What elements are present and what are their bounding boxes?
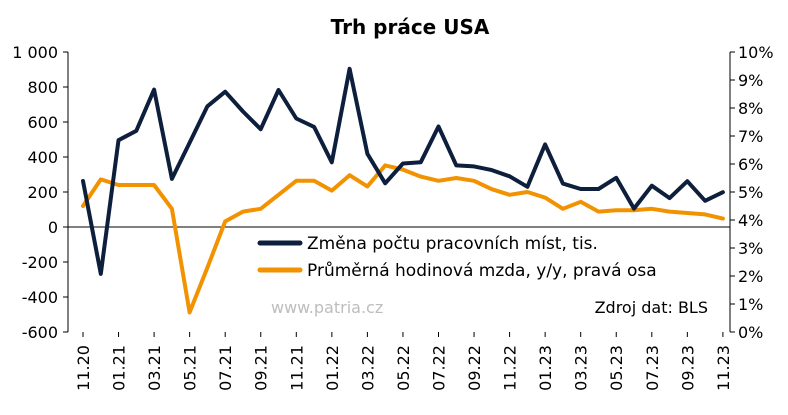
right-y-tick-label: 3% <box>738 239 763 258</box>
x-tick-label: 03.22 <box>358 345 377 391</box>
x-tick-label: 01.21 <box>110 345 129 391</box>
watermark: www.patria.cz <box>271 298 383 317</box>
x-axis-ticks: 11.20 01.21 03.21 05.21 07.21 09.21 11.21 01.22… <box>74 332 733 391</box>
right-y-tick-label: 7% <box>738 127 763 146</box>
right-y-tick-label: 2% <box>738 267 763 286</box>
left-y-tick-label: 1 000 <box>12 43 58 62</box>
x-tick-label: 07.23 <box>643 345 662 391</box>
left-y-ticks: -600 -400 -200 0 200 400 600 800 1 000 <box>12 43 68 342</box>
x-tick-label: 11.23 <box>714 345 733 391</box>
legend: Změna počtu pracovních míst, tis. Průměr… <box>257 234 657 281</box>
left-y-tick-label: 200 <box>27 183 58 202</box>
x-tick-label: 11.21 <box>287 345 306 391</box>
axes <box>67 52 731 332</box>
x-tick-label: 03.21 <box>145 345 164 391</box>
chart-title: Trh práce USA <box>331 15 490 39</box>
x-tick-label: 09.23 <box>678 345 697 391</box>
left-y-tick-label: 0 <box>48 218 58 237</box>
x-tick-label: 05.22 <box>394 345 413 391</box>
left-y-tick-label: 400 <box>27 148 58 167</box>
x-tick-label: 07.21 <box>216 345 235 391</box>
right-y-tick-label: 10% <box>738 43 774 62</box>
x-tick-label: 09.22 <box>465 345 484 391</box>
x-tick-label: 05.23 <box>607 345 626 391</box>
x-tick-label: 01.22 <box>323 345 342 391</box>
x-tick-label: 07.22 <box>429 345 448 391</box>
right-y-ticks: 0% 1% 2% 3% 4% 5% 6% 7% 8% 9% 10% <box>730 43 774 342</box>
left-y-tick-label: -400 <box>22 288 58 307</box>
left-y-tick-label: 600 <box>27 113 58 132</box>
source-note: Zdroj dat: BLS <box>595 298 708 317</box>
x-tick-label: 01.23 <box>536 345 555 391</box>
right-y-tick-label: 5% <box>738 183 763 202</box>
legend-label-jobs: Změna počtu pracovních míst, tis. <box>307 234 598 254</box>
legend-label-wages: Průměrná hodinová mzda, y/y, pravá osa <box>307 261 657 281</box>
left-y-tick-label: -600 <box>22 323 58 342</box>
series-layer <box>81 66 725 315</box>
right-y-tick-label: 9% <box>738 71 763 90</box>
left-y-tick-label: -200 <box>22 253 58 272</box>
x-tick-label: 11.22 <box>501 345 520 391</box>
x-tick-label: 09.21 <box>252 345 271 391</box>
right-y-tick-label: 8% <box>738 99 763 118</box>
right-y-tick-label: 1% <box>738 295 763 314</box>
right-y-tick-label: 4% <box>738 211 763 230</box>
series-line-wages <box>81 163 725 315</box>
x-tick-label: 03.23 <box>572 345 591 391</box>
x-tick-label: 11.20 <box>74 345 93 391</box>
left-y-tick-label: 800 <box>27 78 58 97</box>
right-y-tick-label: 6% <box>738 155 763 174</box>
series-line-jobs <box>81 66 725 276</box>
right-y-tick-label: 0% <box>738 323 763 342</box>
x-tick-label: 05.21 <box>181 345 200 391</box>
